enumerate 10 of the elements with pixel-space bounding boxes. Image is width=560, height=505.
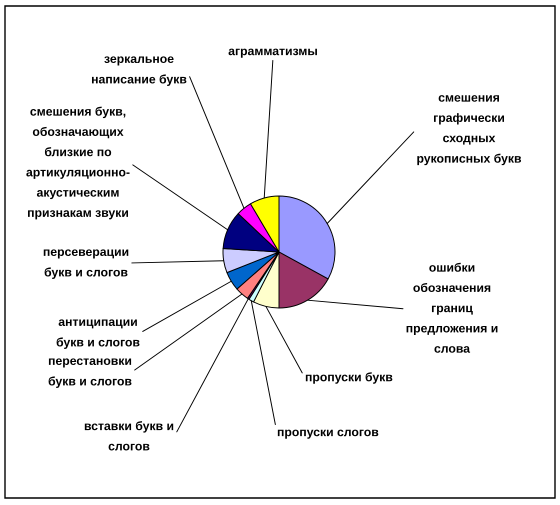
slice-label: персеверации букв и слогов [44, 249, 128, 279]
slice-label: смешения букв, обозначающих близкие по артикуляционно- акустическим признакам звуки [26, 106, 130, 220]
slice-label: смешения графически сходных рукописных букв [417, 95, 522, 166]
slice-label: вставки букв и слогов [84, 421, 174, 450]
slice-label: зеркальное написание букв [92, 56, 186, 86]
slice-label: перестановки букв и слогов [48, 358, 132, 388]
slice-label: ошибки обозначения границ предложения и слова [406, 262, 498, 353]
slice-label: пропуски слогов [278, 430, 378, 439]
slice-label: аграмматизмы [228, 48, 317, 58]
slice-label: пропуски букв [306, 372, 392, 384]
